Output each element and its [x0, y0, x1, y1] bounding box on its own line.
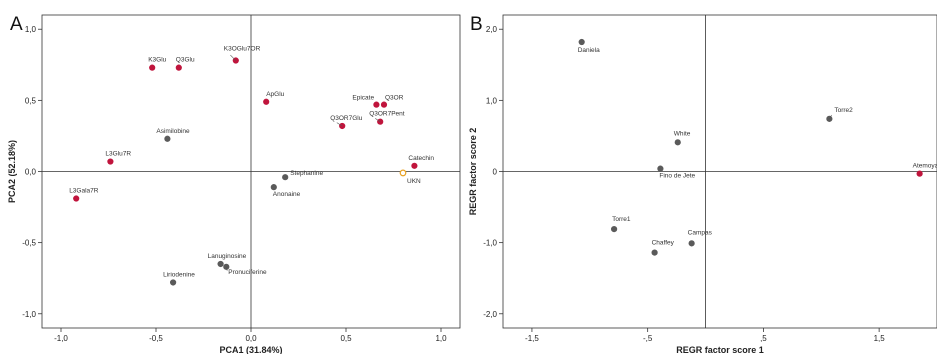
data-point-chaffey [651, 249, 658, 256]
leader-line [336, 122, 343, 127]
data-point-q3or [380, 101, 388, 108]
leader-line [226, 266, 228, 271]
y-tick-label: 0 [493, 168, 498, 177]
leader-line [375, 118, 381, 122]
point-label: UKN [407, 178, 421, 185]
point-label: L3Glu7R [105, 151, 131, 158]
y-tick-label: 1,0 [25, 25, 37, 34]
leader-line [829, 114, 832, 120]
point-label: Daniela [578, 47, 600, 54]
data-point-asimilobine [164, 135, 171, 142]
y-tick-label: -0,5 [22, 239, 36, 248]
x-tick-label: ,5 [760, 334, 767, 343]
point-label: Chaffey [652, 240, 675, 247]
x-tick-label: 1,0 [435, 334, 447, 343]
data-point-torre1 [611, 226, 618, 233]
data-point-l3glu7r [107, 158, 114, 165]
data-point-epicate [373, 101, 380, 108]
point-label: Torre1 [612, 216, 631, 223]
y-tick-label: -1,0 [483, 239, 497, 248]
data-point-k3glu [149, 64, 156, 71]
point-label: Q3OR7Pent [369, 111, 405, 118]
data-point-campas [688, 240, 695, 247]
point-label: Anonaine [273, 191, 301, 198]
y-tick-label: -2,0 [483, 310, 497, 319]
point-label: Asimilobine [156, 128, 190, 135]
data-point-lanuginosine [217, 260, 224, 268]
data-point-daniela [578, 38, 585, 46]
leader-line [230, 54, 237, 61]
leader-line [285, 175, 288, 178]
point-label: K3Glu [148, 57, 166, 64]
data-point-q3glu [175, 64, 182, 71]
point-label: K3OGlu7OR [224, 46, 261, 53]
y-axis-title: PCA2 (52.18%) [7, 140, 17, 203]
point-label: Torre2 [834, 107, 853, 114]
point-label: Pronuciferine [228, 269, 267, 276]
x-tick-label: 0,0 [245, 334, 257, 343]
point-label: Q3Glu [176, 57, 195, 64]
data-point-white [674, 139, 681, 146]
y-tick-label: -1,0 [22, 310, 36, 319]
x-tick-label: -1,0 [54, 334, 68, 343]
point-label: Stephanine [290, 170, 323, 177]
panel-letter: B [470, 14, 483, 35]
point-label: White [674, 130, 691, 137]
x-tick-label: -1,5 [525, 334, 539, 343]
data-point-fino-de-jete [657, 165, 664, 172]
point-label: Epicate [352, 95, 374, 102]
point-label: Lanuginosine [208, 253, 247, 260]
y-tick-label: 0,0 [25, 168, 37, 177]
point-label: Q3OR7Glu [330, 115, 363, 122]
point-label: Campas [688, 229, 713, 236]
data-point-catechin [411, 162, 418, 169]
point-label: L3Gala7R [69, 188, 99, 195]
x-tick-label: -0,5 [149, 334, 163, 343]
x-tick-label: -,5 [643, 334, 653, 343]
x-tick-label: 0,5 [340, 334, 352, 343]
point-label: Q3OR [385, 95, 404, 102]
x-axis-title: REGR factor score 1 [676, 345, 764, 354]
y-tick-label: 1,0 [486, 96, 498, 105]
data-point-ukn [399, 169, 407, 177]
x-tick-label: 1,5 [874, 334, 886, 343]
point-label: Fino de Jete [659, 173, 695, 180]
data-point-anonaine [270, 184, 277, 191]
data-point-liriodenine [170, 279, 177, 286]
y-tick-label: 0,5 [25, 96, 37, 105]
data-point-l3gala7r [73, 195, 80, 202]
panel-A: A -1,0 -0,5 0,0 0,5 1,0 1,0 0,5 0,0 -0,5 -1,0 PCA1 … [7, 14, 461, 354]
point-label: ApGlu [266, 91, 284, 98]
panel-B: B -1,5 -,5 ,5 1,5 2,0 1,0 0 -1,0 -2,0 REGR factor … [468, 14, 937, 354]
data-point-atemoya [916, 170, 923, 177]
point-label: Catechin [408, 155, 434, 162]
point-label: Liriodenine [163, 271, 195, 278]
y-axis-title: REGR factor score 2 [468, 128, 478, 216]
point-label: Atemoya [913, 163, 937, 170]
x-axis-title: PCA1 (31.84%) [219, 345, 282, 354]
data-point-apglu [263, 98, 270, 105]
panel-letter: A [10, 14, 23, 35]
y-tick-label: 2,0 [486, 25, 498, 34]
